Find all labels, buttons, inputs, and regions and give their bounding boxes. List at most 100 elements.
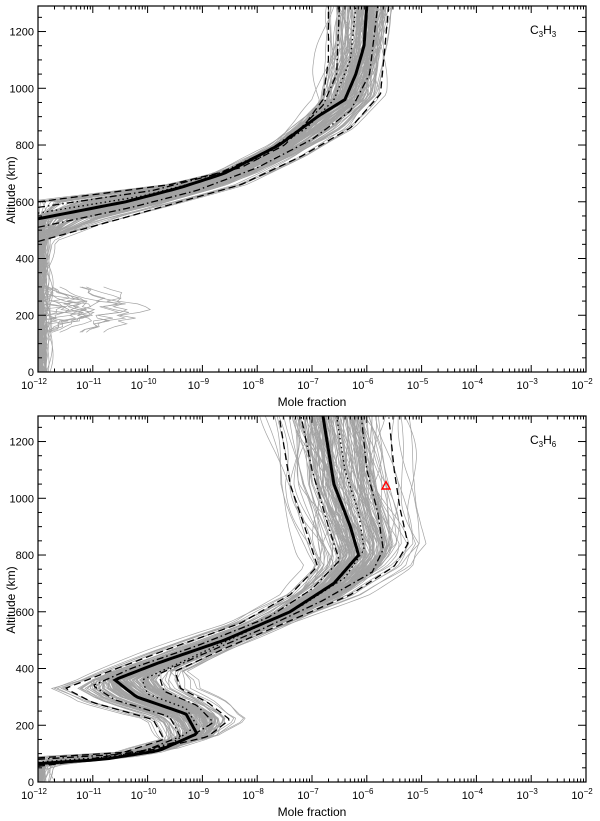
x-tick-exponent: −10 (143, 787, 157, 796)
series-upper-2sigma (38, 6, 390, 243)
x-tick-exponent: −8 (255, 377, 265, 386)
ensemble-profile (41, 416, 379, 782)
series-upper-1sigma (38, 6, 379, 228)
x-tick-exponent: −7 (310, 377, 320, 386)
series-upper-1sigma (38, 417, 384, 760)
ensemble-profile (41, 286, 87, 333)
y-tick-label: 200 (16, 720, 34, 732)
ensemble-profile (79, 286, 128, 333)
species-label-base: C (530, 23, 539, 37)
x-tick-exponent: −6 (364, 787, 374, 796)
ensemble-profile (38, 416, 414, 782)
ensemble-profile (38, 291, 64, 328)
ensemble-profile (103, 286, 152, 333)
x-tick-exponent: −6 (364, 377, 374, 386)
observation-marker (380, 480, 392, 490)
axes-frame (37, 5, 587, 373)
y-tick-label: 800 (16, 550, 34, 562)
ensemble-profile (38, 6, 379, 372)
ensemble-profile (38, 6, 383, 372)
panel-c3h6: 10−12 10−11 10−10 10−9 10−8 10−7 10−6 10−5 10−4 1… (4, 415, 593, 819)
x-tick-label: 10−10 (131, 787, 157, 802)
species-label: C3H6 (530, 433, 557, 449)
ensemble-profile (38, 416, 341, 769)
x-tick-label: 10−5 (407, 377, 429, 392)
species-label-mid: H (543, 433, 552, 447)
series-lower-1sigma (38, 6, 341, 209)
series-lower-1sigma (38, 416, 341, 766)
x-tick-exponent: −8 (255, 787, 265, 796)
x-tick-exponent: −12 (33, 787, 47, 796)
y-axis-label: Altitude (km) (4, 156, 18, 223)
x-tick-exponent: −7 (310, 787, 320, 796)
ensemble-profile (38, 416, 383, 764)
x-tick-label: 10−8 (243, 377, 265, 392)
x-tick-label: 10−3 (517, 377, 539, 392)
ensemble-profile (38, 6, 332, 315)
x-tick-exponent: −9 (200, 377, 210, 386)
x-axis-label: Mole fraction (278, 805, 347, 819)
x-tick-label: 10−2 (571, 787, 593, 802)
ensemble-profile (47, 286, 87, 333)
x-tick-label: 10−3 (517, 787, 539, 802)
y-tick-label: 1200 (10, 27, 34, 39)
ensemble-profile (38, 416, 417, 759)
y-tick-label: 1000 (10, 83, 34, 95)
x-tick-exponent: −11 (88, 377, 102, 386)
ensemble-profile (38, 6, 365, 372)
ensemble-profile (38, 295, 50, 325)
x-tick-label: 10−11 (76, 787, 102, 802)
y-tick-label: 1200 (10, 437, 34, 449)
x-tick-label: 10−10 (131, 377, 157, 392)
y-tick-label: 1000 (10, 493, 34, 505)
x-tick-label: 10−12 (21, 377, 47, 392)
x-tick-exponent: −2 (584, 377, 594, 386)
ensemble-profile (45, 286, 92, 333)
species-label-sub2: 3 (552, 30, 557, 39)
x-tick-label: 10−5 (407, 787, 429, 802)
series-lower-2sigma (38, 417, 318, 768)
x-tick-exponent: −10 (143, 377, 157, 386)
x-tick-label: 10−7 (297, 787, 319, 802)
y-tick-label: 600 (16, 197, 34, 209)
observation-layer (380, 480, 392, 490)
stat-lines (38, 6, 390, 243)
ensemble-profile (38, 416, 324, 770)
x-tick-label: 10−9 (188, 377, 210, 392)
ensemble-profile (38, 416, 353, 765)
y-tick-label: 200 (16, 310, 34, 322)
ensemble-profile (38, 6, 392, 264)
y-axis-label: Altitude (km) (4, 566, 18, 633)
y-tick-label: 800 (16, 140, 34, 152)
series-upper-2sigma (38, 417, 409, 759)
x-tick-label: 10−6 (352, 787, 374, 802)
x-tick-label: 10−12 (21, 787, 47, 802)
y-tick-label: 0 (28, 367, 34, 379)
species-label-sub1: 3 (539, 30, 544, 39)
x-tick-exponent: −3 (529, 377, 539, 386)
ensemble-profile (38, 6, 388, 372)
x-tick-label: 10−2 (571, 377, 593, 392)
ensemble-profile (59, 286, 101, 333)
ensemble-profile (38, 287, 84, 332)
x-tick-exponent: −4 (474, 377, 484, 386)
ensemble-profile (38, 6, 335, 372)
x-tick-label: 10−7 (297, 377, 319, 392)
x-tick-exponent: −11 (88, 787, 102, 796)
ensemble-profile (38, 416, 391, 765)
y-tick-label: 0 (28, 777, 34, 789)
ensemble-profile (38, 416, 321, 766)
x-tick-exponent: −4 (474, 787, 484, 796)
x-tick-label: 10−8 (243, 787, 265, 802)
series-median (38, 416, 360, 766)
x-tick-label: 10−4 (462, 377, 484, 392)
ensemble-profile (38, 416, 330, 766)
x-tick-label: 10−9 (188, 787, 210, 802)
ensemble-profile (38, 416, 304, 769)
ensemble-profile (40, 416, 382, 782)
y-tick-label: 600 (16, 607, 34, 619)
species-label-mid: H (543, 23, 552, 37)
x-axis-label: Mole fraction (278, 395, 347, 409)
ensemble-profile (38, 416, 420, 782)
